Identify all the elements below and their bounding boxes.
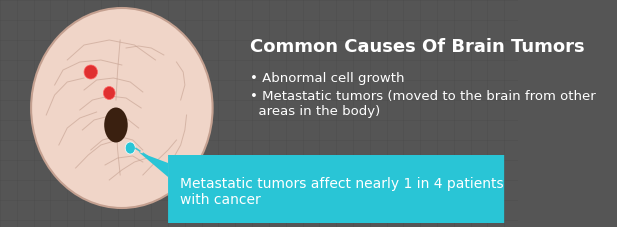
Ellipse shape [104,108,128,143]
FancyBboxPatch shape [168,155,504,223]
Text: • Metastatic tumors (moved to the brain from other
  areas in the body): • Metastatic tumors (moved to the brain … [251,90,596,118]
Ellipse shape [125,142,135,154]
Text: • Abnormal cell growth: • Abnormal cell growth [251,72,405,85]
Polygon shape [139,152,168,177]
Ellipse shape [31,8,213,208]
Ellipse shape [104,86,115,99]
Ellipse shape [84,65,97,79]
Text: Metastatic tumors affect nearly 1 in 4 patients
with cancer: Metastatic tumors affect nearly 1 in 4 p… [180,177,503,207]
Text: Common Causes Of Brain Tumors: Common Causes Of Brain Tumors [251,38,585,56]
